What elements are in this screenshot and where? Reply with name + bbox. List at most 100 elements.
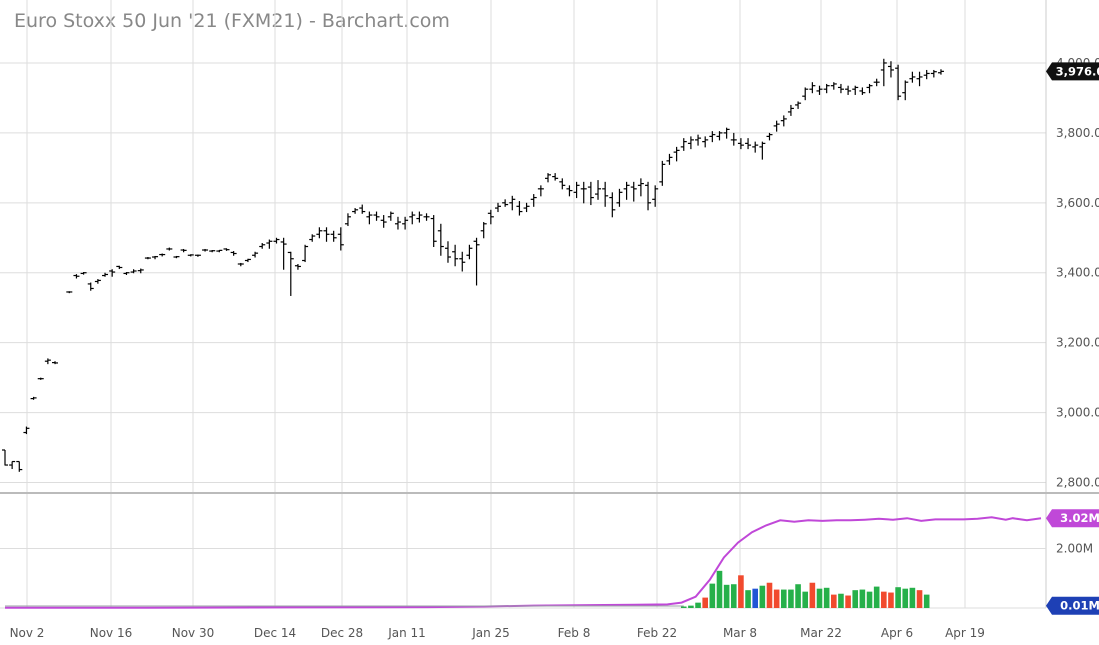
last-price-label: 3,976.0 bbox=[1046, 62, 1099, 81]
volume-bar bbox=[738, 575, 744, 608]
volume-bar bbox=[866, 591, 873, 608]
x-tick-label: Apr 19 bbox=[945, 626, 985, 640]
volume-bar bbox=[923, 594, 930, 608]
ohlc-bar bbox=[473, 237, 480, 286]
ohlc-bar bbox=[545, 173, 552, 183]
ohlc-bar bbox=[16, 460, 23, 472]
volume-bar bbox=[916, 590, 923, 608]
ohlc-bar bbox=[37, 377, 44, 380]
ohlc-bar bbox=[459, 251, 466, 272]
volume-bar bbox=[902, 588, 909, 608]
ohlc-bar bbox=[616, 188, 623, 207]
volume-bar bbox=[845, 595, 851, 608]
ohlc-bar bbox=[887, 61, 894, 78]
ohlc-bar bbox=[416, 211, 423, 223]
volume-bar bbox=[888, 592, 894, 608]
ohlc-bar bbox=[923, 69, 930, 80]
y-tick-label: 3,800.0 bbox=[1056, 126, 1099, 140]
volume-bar bbox=[695, 602, 701, 608]
ohlc-bar bbox=[359, 204, 366, 214]
volume-bar bbox=[773, 589, 780, 608]
ohlc-bar bbox=[845, 85, 852, 95]
ohlc-bar bbox=[687, 136, 694, 150]
ohlc-bar bbox=[637, 178, 644, 197]
ohlc-bar bbox=[387, 211, 394, 221]
ohlc-bar bbox=[859, 87, 866, 95]
ohlc-bar bbox=[823, 83, 830, 94]
ohlc-bar bbox=[437, 223, 444, 256]
ohlc-bar bbox=[587, 181, 594, 206]
ohlc-bar bbox=[516, 201, 523, 216]
x-tick-label: Nov 30 bbox=[172, 626, 215, 640]
ohlc-bar bbox=[652, 185, 659, 207]
volume-bar bbox=[788, 589, 794, 608]
x-tick-label: Nov 16 bbox=[90, 626, 133, 640]
ohlc-bar bbox=[302, 244, 309, 263]
ohlc-bar bbox=[294, 264, 301, 270]
volume-tick-label: 2.00M bbox=[1056, 542, 1093, 556]
open-interest-label-text: 3.02M bbox=[1060, 511, 1099, 525]
ohlc-bar bbox=[94, 279, 101, 284]
volume-bar bbox=[809, 582, 816, 608]
ohlc-bar bbox=[795, 101, 802, 109]
x-tick-label: Nov 2 bbox=[10, 626, 45, 640]
ohlc-bar bbox=[787, 104, 794, 116]
ohlc-bar bbox=[144, 257, 151, 260]
volume-bar bbox=[795, 584, 801, 608]
ohlc-bar bbox=[52, 361, 59, 365]
ohlc-bar bbox=[280, 237, 287, 270]
ohlc-bar bbox=[73, 274, 80, 279]
ohlc-bar bbox=[173, 255, 180, 259]
ohlc-bar bbox=[309, 234, 316, 242]
ohlc-bar bbox=[523, 202, 530, 213]
ohlc-bar bbox=[830, 82, 837, 90]
ohlc-bar bbox=[202, 248, 209, 252]
volume-bar bbox=[895, 587, 901, 608]
ohlc-bar bbox=[837, 83, 844, 94]
ohlc-bar bbox=[244, 258, 251, 263]
volume-bar bbox=[881, 591, 887, 608]
x-tick-label: Dec 28 bbox=[321, 626, 363, 640]
ohlc-bar bbox=[230, 251, 237, 256]
ohlc-bar bbox=[502, 199, 509, 207]
ohlc-bar bbox=[2, 449, 8, 466]
ohlc-bar bbox=[745, 138, 752, 150]
ohlc-bar bbox=[87, 282, 94, 291]
volume-bars bbox=[680, 570, 930, 608]
ohlc-bar bbox=[444, 241, 451, 263]
ohlc-bar bbox=[330, 230, 337, 242]
volume-bar bbox=[816, 588, 823, 608]
ohlc-bar bbox=[909, 71, 916, 83]
ohlc-bar bbox=[695, 134, 702, 146]
open-interest-line bbox=[5, 516, 1042, 609]
ohlc-bar bbox=[852, 85, 859, 95]
ohlc-bar bbox=[166, 247, 173, 251]
ohlc-bar bbox=[137, 268, 144, 274]
x-tick-label: Feb 8 bbox=[558, 626, 591, 640]
ohlc-bar bbox=[194, 254, 201, 257]
ohlc-bar bbox=[487, 209, 494, 225]
volume-bar bbox=[723, 584, 730, 608]
ohlc-bar bbox=[816, 85, 823, 95]
volume-bar bbox=[909, 587, 916, 608]
ohlc-bar bbox=[116, 265, 123, 270]
ohlc-bar bbox=[66, 291, 73, 294]
x-tick-label: Feb 22 bbox=[637, 626, 677, 640]
ohlc-bar bbox=[344, 213, 351, 227]
ohlc-bar bbox=[566, 185, 573, 197]
ohlc-bar bbox=[187, 254, 194, 257]
ohlc-bar bbox=[730, 132, 737, 146]
x-tick-label: Dec 14 bbox=[254, 626, 296, 640]
ohlc-bar bbox=[159, 253, 166, 257]
volume-bar bbox=[823, 587, 830, 608]
ohlc-bar bbox=[509, 195, 516, 211]
ohlc-bar bbox=[680, 138, 687, 151]
ohlc-bar bbox=[337, 227, 344, 251]
ohlc-bar bbox=[930, 69, 937, 78]
volume-bar bbox=[831, 594, 837, 608]
x-tick-label: Mar 22 bbox=[800, 626, 842, 640]
ohlc-bar bbox=[716, 131, 723, 141]
ohlc-bar bbox=[452, 244, 459, 267]
ohlc-bars bbox=[2, 58, 944, 472]
